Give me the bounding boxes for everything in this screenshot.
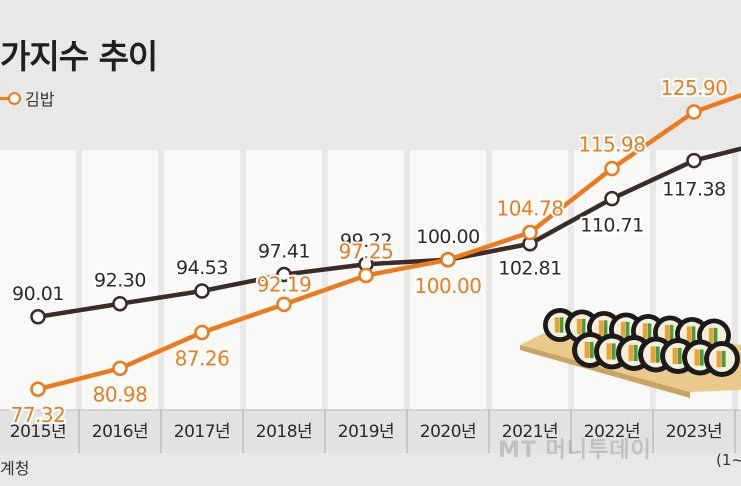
data-label: 97.25	[339, 239, 394, 263]
data-point	[522, 224, 538, 241]
series-line	[37, 146, 741, 320]
data-label: 102.81	[498, 258, 561, 280]
x-tick-label: 2019년	[338, 422, 394, 442]
legend-line-icon	[0, 96, 10, 100]
axis-strip	[0, 410, 741, 453]
gimbap-filling	[655, 346, 660, 363]
legend: 김밥	[0, 86, 54, 110]
legend-label-gimbap: 김밥	[25, 90, 55, 109]
data-label: 94.53	[176, 257, 228, 279]
data-point	[604, 160, 620, 177]
gimbap-filling	[576, 318, 582, 335]
gimbap-filling	[598, 320, 604, 336]
gimbap-illustration	[520, 308, 741, 398]
gimbap-filling	[699, 349, 704, 366]
source-text: 계청	[0, 459, 30, 478]
data-label: 99.22	[340, 230, 392, 252]
series-line	[37, 92, 741, 392]
data-point	[194, 283, 210, 299]
gimbap-filling	[584, 341, 590, 359]
gimbap-filling	[708, 327, 714, 344]
x-tick-label: 2015년	[10, 422, 66, 442]
data-point	[686, 104, 702, 120]
data-label: 77.32	[11, 403, 66, 427]
data-point	[686, 152, 702, 169]
gimbap-filling	[559, 317, 564, 333]
plate-edge	[520, 345, 690, 398]
data-label: 115.98	[579, 133, 646, 157]
gimbap-filling	[691, 326, 696, 342]
data-label: 80.98	[93, 382, 148, 406]
gimbap-filling	[713, 327, 718, 344]
data-point	[440, 252, 456, 268]
data-label: 87.26	[175, 346, 230, 370]
gimbap-filling	[554, 317, 560, 333]
x-tick-label: 2018년	[256, 422, 312, 442]
data-label: 100.00	[415, 274, 482, 298]
watermark: MT 머니투데이	[498, 438, 652, 463]
gimbap-filling	[611, 343, 616, 360]
x-tick-label: 2021년	[502, 422, 558, 442]
data-point	[358, 267, 374, 284]
column-band	[164, 150, 240, 410]
data-label: 92.19	[257, 272, 312, 296]
gimbap-filling	[603, 320, 608, 336]
data-point	[276, 296, 292, 313]
data-label: 110.71	[580, 215, 643, 237]
column-band	[410, 150, 486, 410]
data-label: 92.30	[94, 270, 146, 292]
x-tick-label: 2017년	[174, 422, 230, 442]
data-label: 104.78	[497, 196, 564, 220]
gimbap-filling	[633, 344, 638, 362]
gimbap-filling	[672, 347, 678, 365]
data-point	[112, 295, 128, 312]
data-label: 100.00	[416, 226, 479, 248]
data-point	[30, 381, 46, 397]
gimbap-filling	[642, 323, 648, 339]
data-point	[604, 190, 620, 207]
chart-title: 가지수 추이	[0, 37, 158, 76]
gimbap-filling	[716, 350, 722, 368]
data-label: 90.01	[12, 283, 64, 305]
gimbap-filling	[628, 344, 634, 362]
gimbap-filling	[721, 350, 726, 368]
gimbap-filling	[650, 346, 656, 363]
x-tick-label: 2023년	[666, 422, 722, 442]
gimbap-filling	[620, 321, 626, 338]
gimbap-filling	[694, 349, 700, 366]
gimbap-filling	[581, 318, 586, 335]
legend-marker-icon	[8, 91, 21, 105]
column-band	[492, 150, 568, 410]
gimbap-filling	[606, 343, 612, 360]
data-label: 117.38	[662, 179, 725, 201]
data-point	[194, 324, 210, 341]
gimbap-filling	[625, 321, 630, 338]
data-label: 97.41	[258, 241, 310, 263]
x-tick-label: 2022년	[584, 422, 640, 442]
gimbap-filling	[669, 324, 674, 341]
data-point	[30, 309, 46, 325]
gimbap-filling	[677, 347, 682, 365]
gimbap-filling	[664, 324, 670, 341]
data-point	[112, 360, 128, 377]
gimbap-filling	[686, 326, 692, 342]
data-point	[276, 266, 292, 283]
x-tick-label: 2016년	[92, 422, 148, 442]
column-band	[738, 150, 741, 410]
column-band	[0, 150, 76, 410]
gimbap-filling	[647, 323, 652, 339]
data-label: 125.90	[661, 76, 728, 100]
x-tick-label: 2020년	[420, 422, 476, 442]
gimbap-filling	[589, 341, 594, 359]
note-text: (1~	[716, 451, 741, 469]
